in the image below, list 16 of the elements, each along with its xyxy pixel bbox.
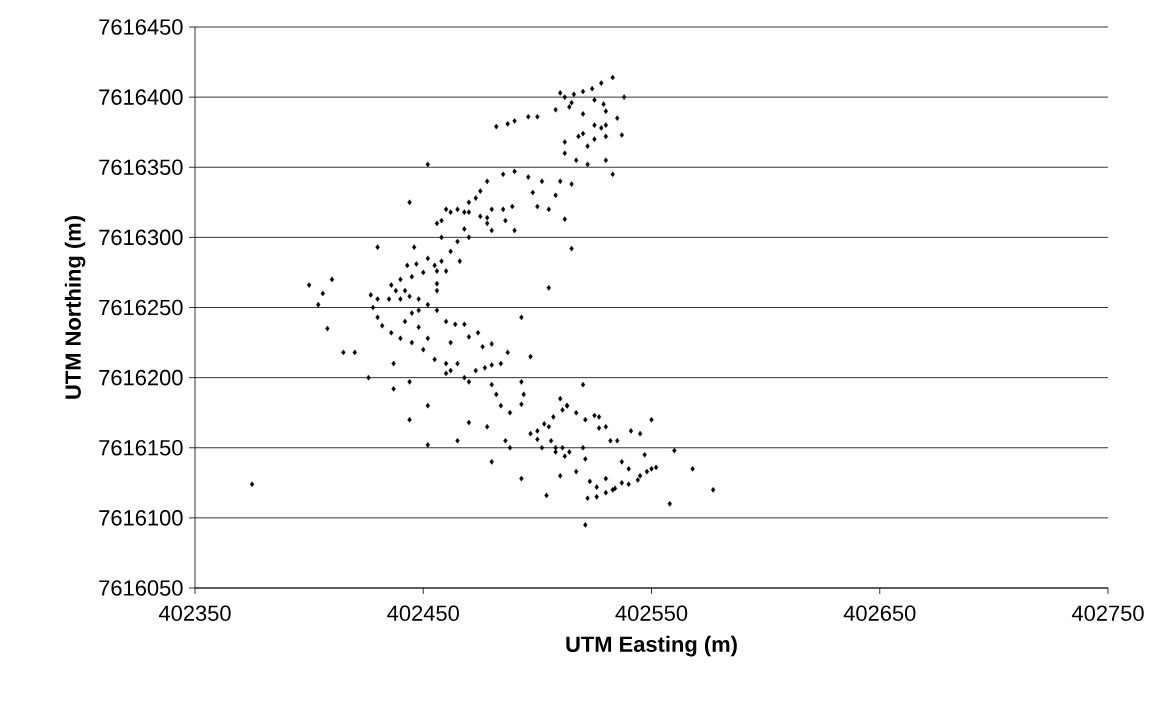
y-tick-label: 7616100 — [99, 510, 183, 526]
x-tick-label: 402450 — [387, 605, 459, 621]
y-tick-label: 7616050 — [99, 580, 183, 596]
y-tick-label: 7616150 — [99, 439, 183, 456]
x-tick-label: 402750 — [1071, 605, 1144, 621]
y-tick-label: 7616450 — [99, 19, 183, 35]
y-tick-label: 7616350 — [99, 159, 183, 176]
x-tick-label: 402650 — [843, 605, 916, 621]
y-tick-label: 7616300 — [99, 229, 183, 246]
y-tick-label: 7616400 — [99, 89, 183, 105]
y-tick-label: 7616200 — [99, 369, 183, 386]
x-tick-label: 402350 — [158, 605, 231, 621]
x-axis-title: UTM Easting (m) — [566, 635, 737, 657]
x-tick-label: 402550 — [615, 605, 688, 621]
y-tick-label: 7616250 — [99, 299, 183, 316]
y-axis-title: UTM Northing (m) — [64, 216, 86, 399]
